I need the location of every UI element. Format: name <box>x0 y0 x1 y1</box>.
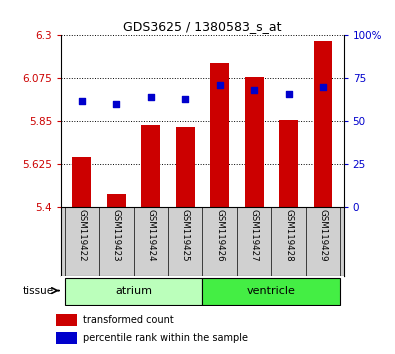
Bar <box>245 78 263 207</box>
Bar <box>279 120 298 207</box>
Text: GSM119424: GSM119424 <box>146 209 155 262</box>
Bar <box>65 278 202 305</box>
Point <box>148 95 154 100</box>
Text: GSM119429: GSM119429 <box>318 209 327 262</box>
Point <box>182 96 188 102</box>
Point <box>79 98 85 103</box>
Bar <box>314 41 333 207</box>
Text: atrium: atrium <box>115 286 152 296</box>
Bar <box>56 314 77 326</box>
Text: GSM119426: GSM119426 <box>215 209 224 262</box>
Text: percentile rank within the sample: percentile rank within the sample <box>83 333 248 343</box>
Point <box>113 101 120 107</box>
Point <box>320 84 326 90</box>
Text: GSM119425: GSM119425 <box>181 209 190 262</box>
Bar <box>210 63 229 207</box>
Title: GDS3625 / 1380583_s_at: GDS3625 / 1380583_s_at <box>123 20 282 33</box>
Point <box>216 82 223 88</box>
Text: tissue: tissue <box>22 286 53 296</box>
Text: ventricle: ventricle <box>247 286 296 296</box>
Bar <box>202 278 340 305</box>
Text: GSM119423: GSM119423 <box>112 209 121 262</box>
Bar <box>107 194 126 207</box>
Text: GSM119422: GSM119422 <box>77 209 87 262</box>
Bar <box>176 127 195 207</box>
Bar <box>141 125 160 207</box>
Point <box>285 91 292 97</box>
Point <box>251 87 257 93</box>
Text: GSM119428: GSM119428 <box>284 209 293 262</box>
Bar <box>72 158 91 207</box>
Text: GSM119427: GSM119427 <box>250 209 259 262</box>
Bar <box>56 332 77 344</box>
Text: transformed count: transformed count <box>83 315 174 325</box>
